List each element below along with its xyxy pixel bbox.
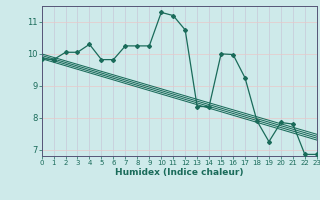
X-axis label: Humidex (Indice chaleur): Humidex (Indice chaleur) <box>115 168 244 177</box>
